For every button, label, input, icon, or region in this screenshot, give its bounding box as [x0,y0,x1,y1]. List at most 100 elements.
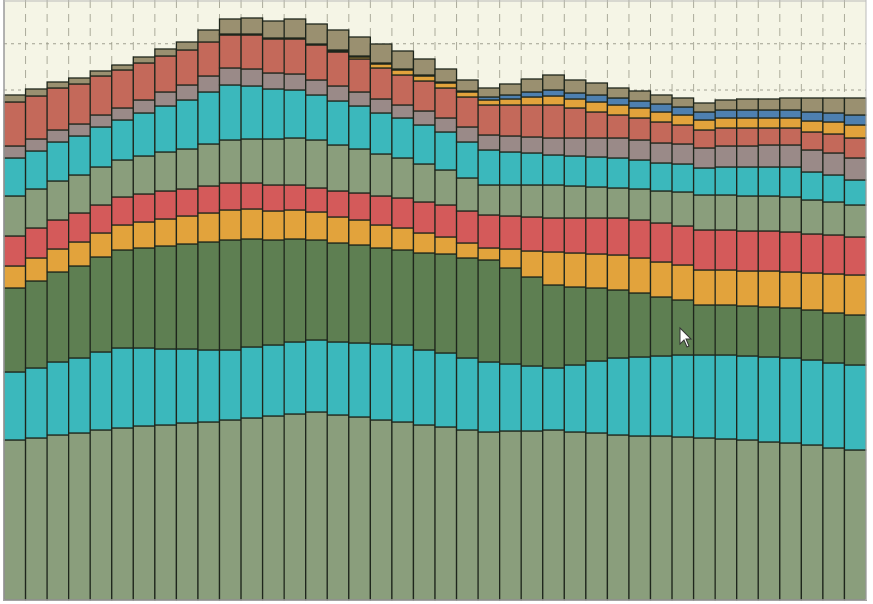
bar-segment-10 [757,109,781,119]
bar-segment-2 [369,247,393,345]
bar-segment-3 [197,212,221,243]
bar-segment-11 [46,81,70,89]
bar-segment-4 [757,230,781,272]
bar-segment-3 [132,221,156,249]
bar-segment-5 [822,201,846,236]
bar-segment-1 [542,367,565,431]
bar-segment-2 [736,305,759,357]
bar-segment-8 [800,131,824,151]
bar-segment-8 [261,38,285,74]
bar-segment-2 [261,239,285,346]
bar-segment-2 [714,304,738,356]
bar-segment-7 [326,85,350,102]
bar-segment-5 [563,185,587,219]
bar-segment-3 [542,251,565,286]
bar-segment-11 [326,29,350,51]
bar-segment-8 [111,69,134,109]
bar-segment-9 [843,124,867,139]
bar-segment-11 [132,56,156,64]
bar-segment-0 [498,430,522,601]
bar-segment-9 [800,120,824,133]
bar-segment-3 [283,209,307,240]
bar-segment-0 [132,425,156,601]
bar-segment-4 [649,222,673,263]
bar-segment-4 [714,229,738,271]
bar-segment-0 [671,436,695,601]
bar-segment-5 [412,163,436,203]
bar-segment-5 [649,190,673,224]
bar-segment-1 [68,357,91,434]
bar-segment-1 [175,348,199,424]
bar-segment-7 [348,91,371,107]
bar-segment-1 [606,357,630,436]
bar-segment-0 [305,411,328,601]
bar-segment-3 [412,232,436,254]
bar-segment-7 [197,75,221,93]
bar-segment-8 [563,107,587,139]
bar-segment-11 [477,87,501,98]
bar-segment-4 [369,195,393,226]
bar-segment-4 [283,184,307,211]
bar-segment-1 [261,344,285,417]
bar-segment-4 [132,193,156,223]
bar-segment-4 [606,217,630,256]
bar-segment-7 [628,139,652,161]
bar-segment-4 [261,184,285,212]
bar-segment-6 [132,112,156,157]
bar-segment-5 [240,138,264,184]
bar-segment-0 [197,421,221,601]
bar-segment-11 [391,50,415,70]
bar-segment-10 [736,109,759,119]
bar-segment-8 [692,129,716,149]
bar-segment-8 [175,49,199,86]
bar-segment-0 [348,416,371,601]
bar-segment-5 [132,155,156,195]
bar-segment-7 [369,98,393,114]
bar-segment-7 [822,152,846,176]
bar-segment-4 [585,217,609,255]
bar-segment-4 [434,204,458,238]
bar-segment-5 [714,194,738,231]
bar-segment-9 [736,117,759,129]
bar-segment-4 [843,236,867,276]
bar-segment-5 [218,139,242,184]
bar-segment-11 [563,79,587,94]
bar-segment-9 [757,117,781,129]
bar-segment-1 [843,364,867,451]
bar-segment-9 [520,96,544,106]
bar-segment-5 [843,204,867,238]
bar-segment-8 [542,104,565,139]
bar-segment-5 [628,188,652,221]
bar-segment-1 [563,364,587,433]
bar-segment-5 [283,137,307,186]
bar-segment-2 [585,287,609,362]
bar-segment-0 [154,424,178,601]
bar-segment-3 [175,215,199,245]
bar-segment-9 [563,98,587,109]
bar-segment-6 [68,135,91,176]
bar-segment-3 [3,265,27,289]
bar-segment-7 [434,117,458,133]
bar-segment-5 [800,199,824,235]
bar-segment-2 [520,276,544,367]
bar-segment-6 [822,174,846,203]
bar-segment-7 [692,147,716,169]
bar-segment-11 [197,29,221,43]
bar-segment-5 [305,139,328,189]
bar-segment-3 [89,232,113,258]
bar-segment-6 [305,94,328,141]
bar-segment-3 [218,209,242,241]
bar-segment-3 [563,252,587,288]
bar-segment-5 [3,195,27,237]
bar-segment-9 [606,104,630,116]
bar-segment-8 [520,104,544,138]
bar-segment-2 [692,304,716,356]
bar-segment-3 [757,270,781,308]
bar-segment-8 [843,137,867,159]
bar-segment-1 [24,367,48,439]
bar-segment-9 [412,75,436,82]
bar-segment-3 [520,250,544,278]
bar-segment-6 [175,99,199,150]
bar-segment-11 [261,20,285,39]
bar-segment-9 [649,111,673,123]
